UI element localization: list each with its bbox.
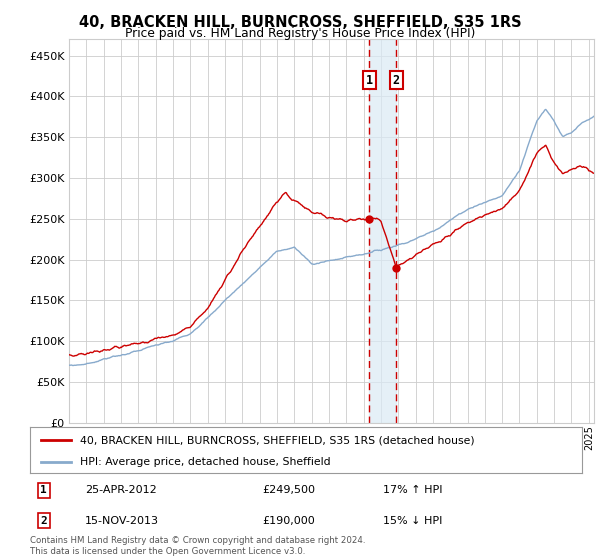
Text: 17% ↑ HPI: 17% ↑ HPI	[383, 486, 443, 496]
Text: 40, BRACKEN HILL, BURNCROSS, SHEFFIELD, S35 1RS: 40, BRACKEN HILL, BURNCROSS, SHEFFIELD, …	[79, 15, 521, 30]
Text: HPI: Average price, detached house, Sheffield: HPI: Average price, detached house, Shef…	[80, 457, 331, 466]
Text: Price paid vs. HM Land Registry's House Price Index (HPI): Price paid vs. HM Land Registry's House …	[125, 27, 475, 40]
Text: £249,500: £249,500	[262, 486, 315, 496]
Text: 2: 2	[40, 516, 47, 526]
Text: 15% ↓ HPI: 15% ↓ HPI	[383, 516, 443, 526]
Text: 1: 1	[365, 73, 373, 86]
Text: 1: 1	[40, 486, 47, 496]
Text: Contains HM Land Registry data © Crown copyright and database right 2024.
This d: Contains HM Land Registry data © Crown c…	[30, 536, 365, 556]
Text: 40, BRACKEN HILL, BURNCROSS, SHEFFIELD, S35 1RS (detached house): 40, BRACKEN HILL, BURNCROSS, SHEFFIELD, …	[80, 435, 475, 445]
Text: 25-APR-2012: 25-APR-2012	[85, 486, 157, 496]
Text: 15-NOV-2013: 15-NOV-2013	[85, 516, 159, 526]
Bar	[369, 39, 396, 423]
Text: £190,000: £190,000	[262, 516, 314, 526]
Text: 2: 2	[392, 73, 400, 86]
